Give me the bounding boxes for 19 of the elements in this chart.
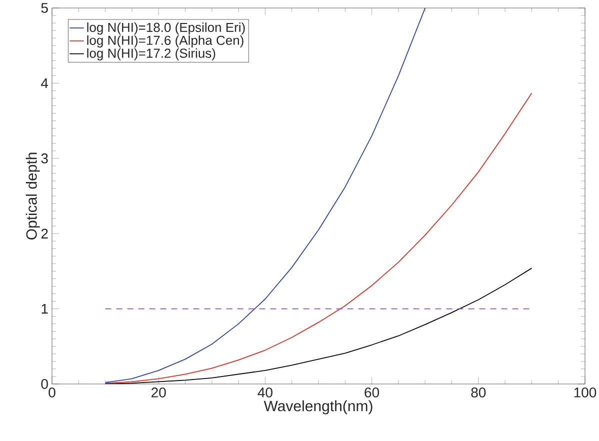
x-tick-label: 0 <box>48 388 56 398</box>
y-tick-label: 3 <box>41 153 48 164</box>
y-axis-title: Optical depth <box>26 152 40 240</box>
legend-label: log N(HI)=17.2 (Sirius) <box>87 48 216 60</box>
line-series <box>104 8 426 383</box>
x-tick-label: 40 <box>258 388 272 398</box>
y-tick-label: 2 <box>41 228 48 238</box>
x-tick-label: 80 <box>471 388 486 398</box>
x-tick-label: 20 <box>152 388 166 398</box>
y-tick-label: 4 <box>41 78 48 88</box>
y-tick-label: 5 <box>41 3 48 13</box>
line-series <box>104 92 532 384</box>
x-tick-label: 60 <box>364 388 380 398</box>
x-tick-label: 100 <box>574 388 596 398</box>
y-tick-label: 0 <box>41 379 48 389</box>
y-tick-label: 1 <box>42 304 48 314</box>
legend-label: log N(HI)=17.6 (Alpha Cen) <box>87 35 244 48</box>
legend-label: log N(HI)=18.0 (Epsilon Eri) <box>87 22 245 35</box>
x-axis-title: Wavelength(nm) <box>264 400 372 414</box>
